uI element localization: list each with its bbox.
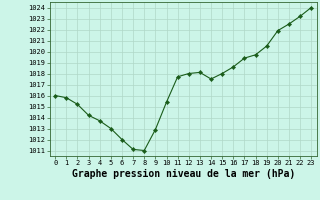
X-axis label: Graphe pression niveau de la mer (hPa): Graphe pression niveau de la mer (hPa) [72, 169, 295, 179]
